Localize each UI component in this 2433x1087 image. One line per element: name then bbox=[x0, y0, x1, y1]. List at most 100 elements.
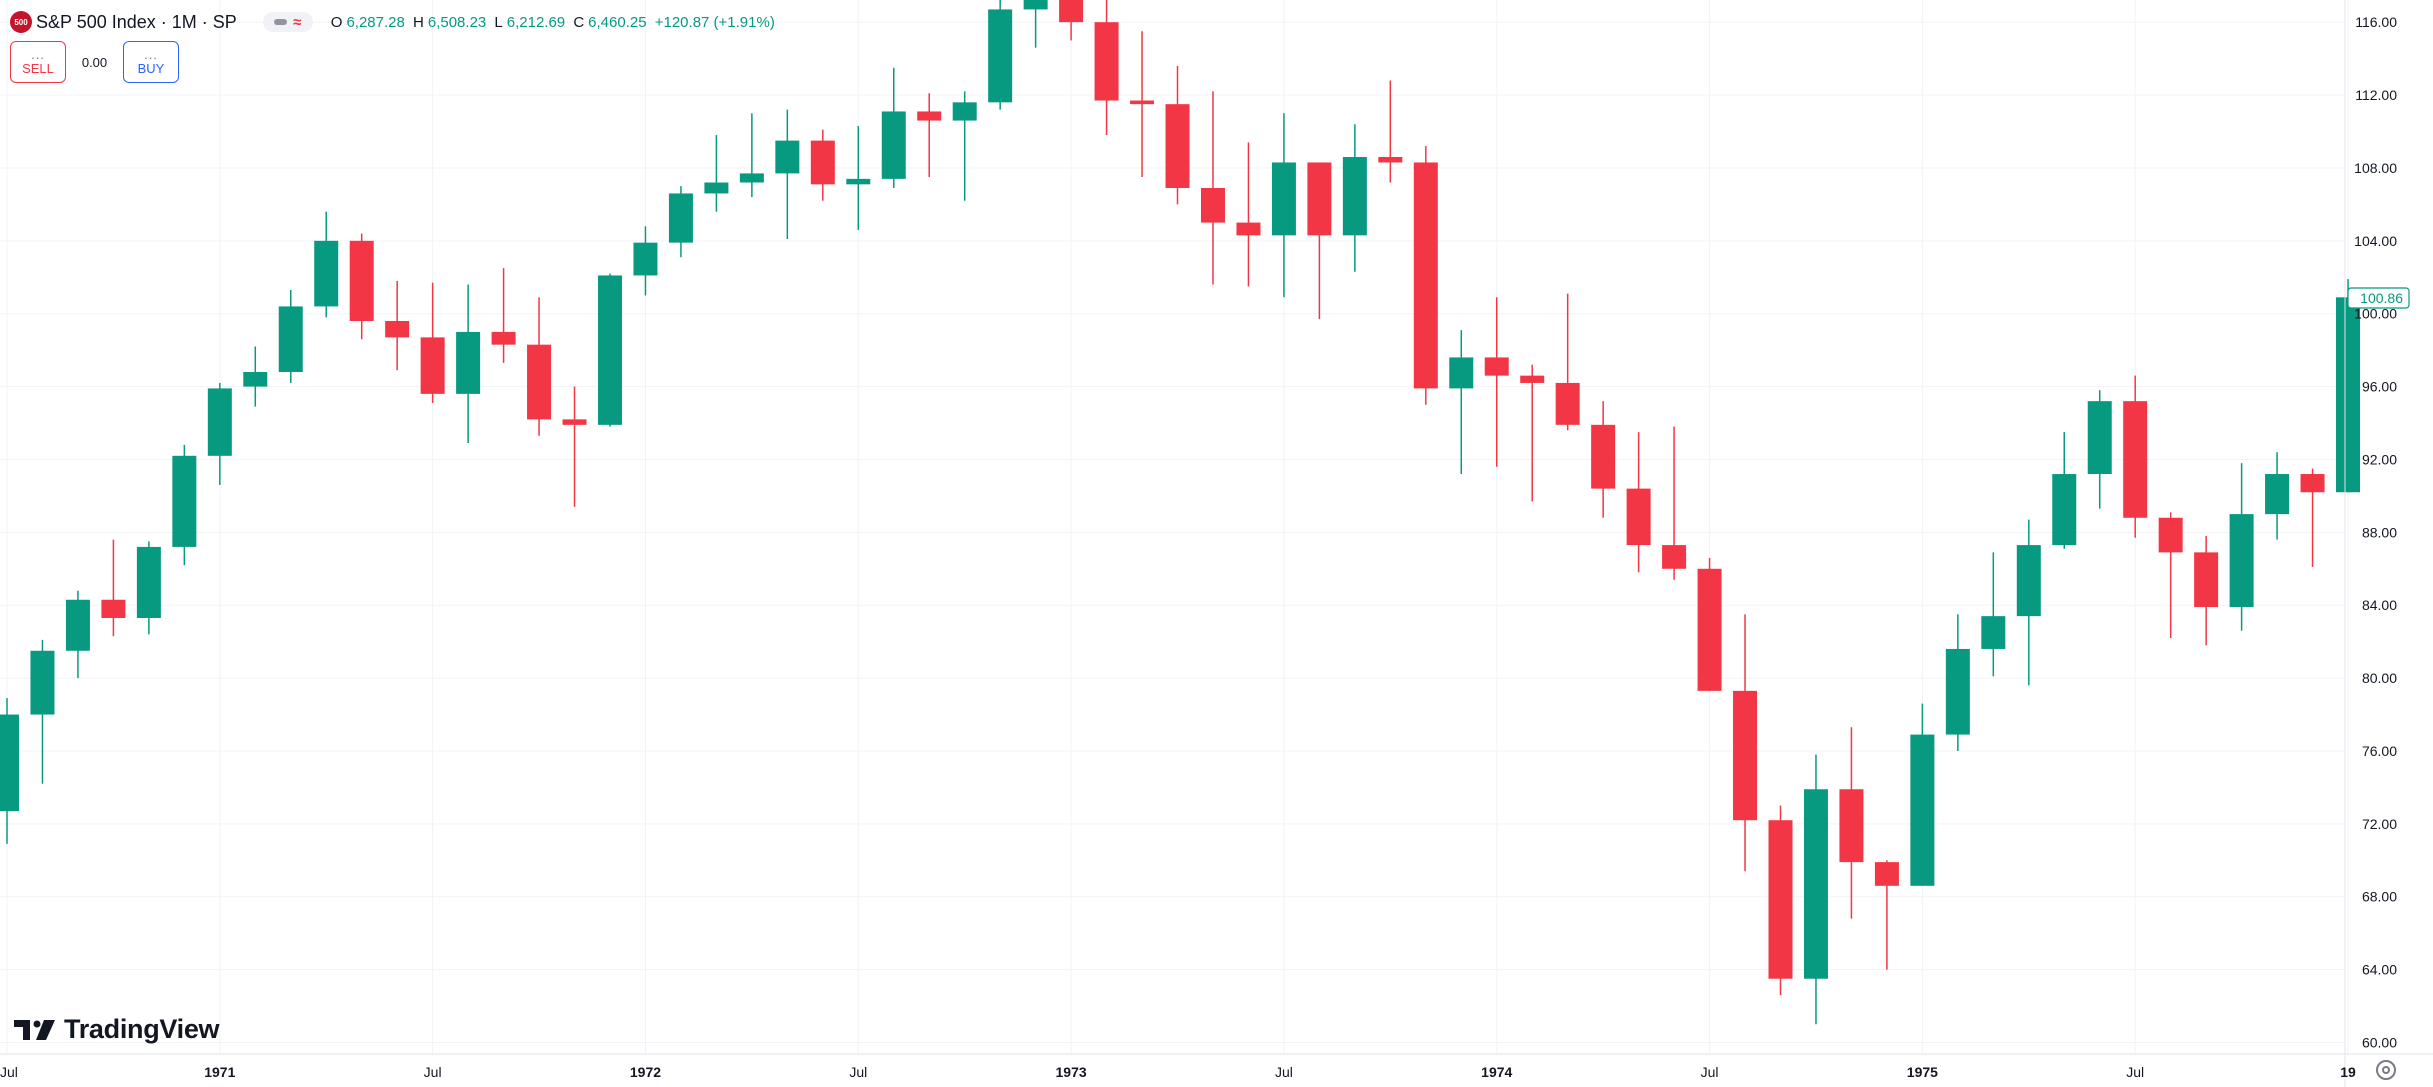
y-tick-label: 112.00 bbox=[2355, 87, 2397, 103]
candle-body bbox=[1520, 375, 1545, 383]
candle-body bbox=[527, 344, 552, 420]
candle bbox=[207, 382, 232, 485]
last-price-label: 100.86 bbox=[2360, 290, 2403, 306]
candle-body bbox=[491, 331, 516, 345]
trade-panel: ... SELL 0.00 ... BUY bbox=[10, 41, 179, 83]
candle bbox=[385, 280, 410, 371]
high-value: 6,508.23 bbox=[427, 13, 487, 31]
candle-body bbox=[1697, 568, 1722, 691]
y-tick-label: 80.00 bbox=[2362, 670, 2397, 686]
last-price-box bbox=[2347, 287, 2410, 309]
candle bbox=[562, 386, 587, 507]
candle bbox=[1484, 297, 1509, 467]
candle-body bbox=[917, 111, 942, 121]
ohlc-values: O 6,287.28 H 6,508.23 L 6,212.69 C 6,460.25 … bbox=[331, 14, 779, 31]
candle bbox=[491, 268, 516, 363]
candle bbox=[1839, 727, 1864, 919]
indicator-toggle[interactable]: ≈ bbox=[262, 12, 313, 32]
candle-body bbox=[1236, 222, 1261, 236]
candle bbox=[2158, 512, 2183, 639]
candle-body bbox=[2052, 474, 2077, 546]
candle-body bbox=[1945, 648, 1970, 735]
candle-body bbox=[1200, 187, 1225, 223]
candle bbox=[1449, 330, 1474, 475]
candle bbox=[314, 211, 339, 318]
candle-body bbox=[810, 140, 835, 185]
y-tick-label: 76.00 bbox=[2362, 743, 2397, 759]
candle-body bbox=[2087, 401, 2112, 475]
y-tick-label: 60.00 bbox=[2362, 1035, 2397, 1051]
x-tick-label: Jul bbox=[1701, 1064, 1719, 1080]
candle-body bbox=[1591, 424, 1616, 489]
candle bbox=[633, 226, 658, 296]
candle-body bbox=[952, 102, 977, 121]
chart-settings-icon[interactable] bbox=[2376, 1060, 2396, 1080]
tradingview-logo[interactable]: TradingView bbox=[14, 1014, 220, 1045]
candle bbox=[2229, 463, 2254, 631]
candle-body bbox=[2336, 297, 2361, 493]
candle bbox=[2087, 390, 2112, 509]
candle bbox=[952, 91, 977, 201]
candle bbox=[846, 126, 871, 230]
y-tick-label: 100.00 bbox=[2354, 306, 2397, 322]
candle-body bbox=[2229, 514, 2254, 608]
candle bbox=[2265, 452, 2290, 540]
sell-price: ... bbox=[31, 47, 45, 62]
candle-body bbox=[1023, 0, 1048, 10]
candle-body bbox=[1874, 862, 1899, 886]
candle-body bbox=[1094, 22, 1119, 101]
candle bbox=[1165, 65, 1190, 205]
candle bbox=[278, 290, 303, 383]
price-axis[interactable]: 128.00124.00120.00116.00112.00108.00104.… bbox=[2354, 0, 2397, 1087]
candle bbox=[1591, 401, 1616, 518]
candle-body bbox=[1413, 162, 1438, 389]
candle bbox=[1555, 293, 1580, 431]
sell-button[interactable]: ... SELL bbox=[10, 41, 66, 83]
y-tick-label: 88.00 bbox=[2362, 524, 2397, 540]
candle-body bbox=[101, 599, 126, 618]
candle bbox=[775, 109, 800, 239]
open-value: 6,287.28 bbox=[346, 13, 405, 31]
candle-body bbox=[1484, 357, 1509, 376]
buy-button[interactable]: ... BUY bbox=[123, 41, 179, 83]
spread-value: 0.00 bbox=[81, 54, 108, 70]
y-tick-label: 108.00 bbox=[2354, 160, 2397, 176]
candle bbox=[2123, 375, 2148, 538]
candle-body bbox=[739, 173, 764, 183]
candle-body bbox=[1555, 382, 1580, 425]
candle-body bbox=[1662, 545, 1687, 569]
candle-body bbox=[0, 714, 19, 812]
time-axis[interactable]: Jul 1971 Jul 1972 Jul 1973 Jul 1974 Jul 1975 Jul 19 bbox=[0, 1064, 2356, 1080]
candle bbox=[597, 273, 622, 427]
candle bbox=[1662, 426, 1687, 580]
candle bbox=[1378, 80, 1403, 183]
candle bbox=[1307, 162, 1332, 320]
x-tick-label: Jul bbox=[424, 1064, 442, 1080]
candle-body bbox=[1378, 157, 1403, 163]
candle-body bbox=[775, 140, 800, 174]
candle-body bbox=[1768, 820, 1793, 979]
candle bbox=[1342, 124, 1367, 272]
candle bbox=[1023, 0, 1048, 48]
candle bbox=[1874, 860, 1899, 970]
candle bbox=[1059, 0, 1084, 41]
candle bbox=[1094, 0, 1119, 136]
candle bbox=[1981, 552, 2006, 677]
candle bbox=[1803, 754, 1828, 1025]
candle bbox=[881, 67, 906, 188]
candle-body bbox=[385, 320, 410, 338]
close-value: 6,460.25 bbox=[588, 13, 647, 31]
candle bbox=[1236, 142, 1261, 287]
candle-body bbox=[2265, 474, 2290, 515]
candle bbox=[1626, 432, 1651, 573]
candle bbox=[2194, 535, 2219, 646]
symbol-title[interactable]: S&P 500 Index · 1M · SP bbox=[36, 11, 237, 32]
candle bbox=[1130, 31, 1155, 178]
candle bbox=[810, 129, 835, 201]
x-tick-label: Jul bbox=[849, 1064, 867, 1080]
candle-body bbox=[1059, 0, 1084, 23]
candle bbox=[2300, 468, 2325, 567]
candle-body bbox=[846, 178, 871, 185]
candle-body bbox=[1803, 789, 1828, 979]
